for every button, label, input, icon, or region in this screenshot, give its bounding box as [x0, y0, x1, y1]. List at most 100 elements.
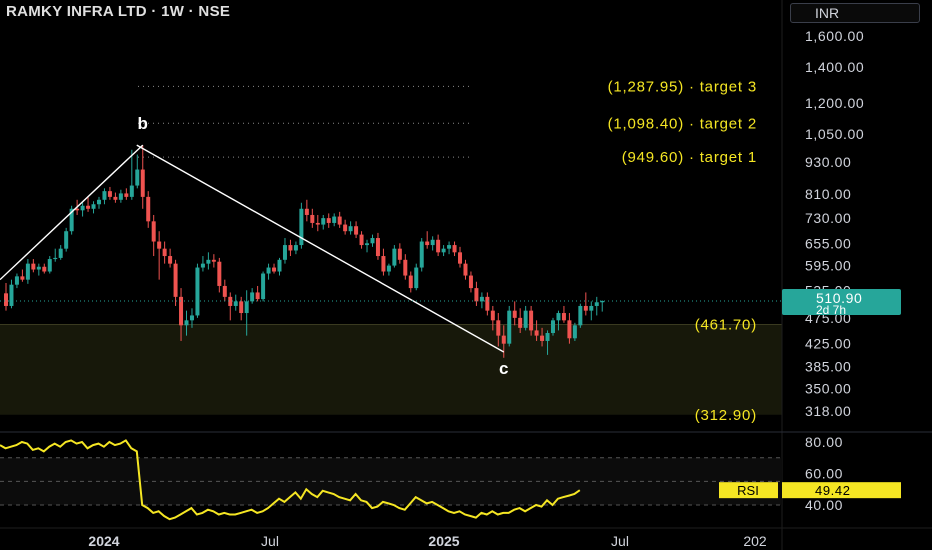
candle-body: [228, 296, 233, 306]
candle-body: [129, 185, 134, 197]
candle: [447, 241, 452, 255]
wave-lines-layer: [0, 144, 505, 353]
candle: [255, 285, 260, 302]
candle: [58, 245, 63, 260]
candle: [370, 234, 375, 247]
candle: [86, 196, 91, 212]
candle: [113, 192, 118, 203]
candle-body: [551, 320, 555, 334]
candle: [534, 320, 539, 341]
chart-title: RAMKY INFRA LTD · 1W · NSE: [6, 3, 231, 20]
candle-body: [408, 275, 413, 289]
candle-body: [332, 216, 337, 223]
target-label: (312.90): [695, 407, 757, 424]
candle: [354, 221, 359, 239]
candle-body: [441, 248, 446, 253]
candle: [468, 271, 473, 293]
candle-body: [96, 199, 101, 205]
current-price-tag: [782, 288, 901, 315]
candle-body: [403, 259, 408, 276]
candle-body: [195, 267, 200, 316]
price-tick-label: 350.00: [805, 381, 851, 397]
candle-body: [589, 305, 594, 311]
candle-body: [173, 263, 178, 297]
rsi-line: [0, 439, 581, 521]
candle: [129, 149, 134, 200]
candle: [572, 322, 577, 341]
candle-body: [386, 265, 391, 272]
time-axis[interactable]: 2024 Jul 2025 Jul 202: [0, 527, 932, 549]
candle-body: [381, 256, 386, 272]
candle: [261, 271, 266, 302]
candle: [567, 313, 572, 344]
candle-body: [600, 300, 605, 303]
candle-body: [288, 245, 293, 251]
candle-body: [211, 259, 216, 262]
candle-body: [578, 305, 583, 326]
candle-body: [436, 239, 441, 253]
currency-button[interactable]: INR: [790, 3, 920, 23]
candle: [211, 254, 216, 268]
candle-body: [69, 208, 74, 232]
candle: [600, 300, 605, 312]
candle: [288, 239, 293, 257]
price-tick-label: 930.00: [805, 154, 851, 170]
rsi-name-label: RSI: [737, 483, 759, 498]
candle-body: [162, 248, 167, 257]
candle: [4, 282, 8, 311]
price-tick-label: 595.00: [805, 258, 851, 274]
wave-label: b: [138, 114, 148, 133]
rsi-pane[interactable]: 80.00 60.00 40.00 RSI 49.42: [0, 431, 932, 521]
price-axis[interactable]: 1,600.00 1,400.00 1,200.00 1,050.00 930.00 81…: [0, 0, 901, 550]
candle-body: [239, 301, 244, 314]
candle: [233, 294, 238, 311]
candle: [31, 259, 36, 273]
candle-body: [31, 263, 36, 270]
price-tick-label: 1,600.00: [805, 28, 864, 44]
candle: [332, 213, 337, 227]
candle-body: [64, 231, 69, 249]
candle-body: [9, 284, 14, 306]
candle-body: [545, 333, 550, 341]
candle-body: [107, 191, 112, 197]
price-tick-label: 1,200.00: [805, 95, 864, 111]
candle-body: [184, 320, 189, 326]
candle: [594, 296, 599, 316]
candle-body: [392, 248, 397, 266]
candle-body: [217, 261, 222, 286]
candle-body: [222, 285, 227, 297]
candle-body: [337, 216, 342, 225]
candle: [485, 292, 490, 316]
candle: [326, 213, 331, 228]
candle: [272, 263, 277, 274]
candle: [507, 305, 512, 347]
candle: [419, 238, 424, 272]
candle: [9, 279, 14, 309]
candle: [545, 330, 550, 355]
candle: [397, 243, 402, 264]
candle-body: [561, 313, 566, 321]
candle: [321, 214, 326, 230]
candle-body: [512, 310, 517, 318]
candle: [140, 145, 145, 209]
candle: [277, 257, 282, 276]
rsi-tick-label: 60.00: [805, 466, 843, 482]
candle: [589, 301, 594, 321]
candle: [540, 327, 545, 347]
candle-body: [47, 259, 52, 272]
candle-body: [567, 320, 572, 339]
candle: [184, 310, 189, 336]
candle: [583, 292, 588, 316]
wave-line: [136, 144, 505, 353]
candle: [124, 188, 129, 200]
candle: [157, 231, 162, 280]
candle-body: [583, 305, 588, 311]
candle: [200, 256, 205, 272]
candle-body: [496, 320, 501, 336]
time-tick-label: 2025: [428, 533, 459, 549]
candle: [80, 202, 85, 217]
candle-body: [102, 191, 107, 200]
candle: [42, 263, 47, 274]
candle: [315, 214, 320, 232]
